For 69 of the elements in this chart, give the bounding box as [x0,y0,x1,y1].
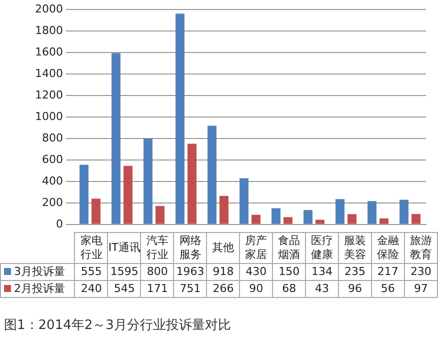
bar [112,53,120,224]
bar [368,201,376,224]
legend-label: 3月投诉量 [0,264,75,280]
bar [240,178,248,224]
x-tick-label: 汽车行业 [140,232,174,264]
bar [336,199,344,224]
data-label: 235 [338,264,372,280]
y-tick-label: 800 [42,131,63,144]
x-tick-label: 服装美容 [338,232,372,264]
bar [400,200,408,224]
data-label: 171 [140,280,174,298]
bar [144,138,152,224]
data-label: 1963 [174,264,207,280]
bar [348,214,356,224]
x-tick-label: 食品烟酒 [272,232,306,264]
bar [80,164,88,224]
data-label: 555 [74,264,108,280]
data-label: 430 [240,264,273,280]
bar [412,214,420,224]
bar [188,144,196,224]
y-tick-label: 1200 [35,88,63,102]
y-tick-label: 1400 [35,66,63,80]
data-label: 43 [306,280,339,298]
bar [156,206,164,224]
x-tick-label: 医疗健康 [306,232,339,264]
y-tick-label: 1600 [35,45,63,58]
data-label: 56 [371,280,404,298]
legend-label: 2月投诉量 [0,280,75,298]
y-tick-label: 2000 [35,2,63,16]
data-label: 751 [174,280,207,298]
bar [124,166,132,224]
data-label: 97 [404,280,438,298]
bar [176,14,184,224]
data-label: 266 [206,280,240,298]
data-label: 918 [206,264,240,280]
x-tick-label: 房产家居 [240,232,273,264]
x-tick-label: 网络服务 [174,232,207,264]
bar [284,217,292,224]
y-tick-label: 400 [42,174,63,188]
bar [316,220,324,224]
bar [208,126,216,224]
x-tick-label: IT通讯 [108,232,141,264]
bar [272,208,280,224]
x-tick-label: 其他 [206,232,240,264]
y-tick-label: 1000 [35,110,63,123]
y-tick-label: 0 [56,217,63,230]
data-label: 68 [272,280,306,298]
data-label: 240 [74,280,108,298]
bar [380,218,388,224]
caption: 图1：2014年2～3月分行业投诉量对比 [4,317,231,334]
bar [304,210,312,224]
x-tick-label: 家电行业 [74,232,108,264]
y-tick-label: 1800 [35,24,63,37]
data-label: 1595 [108,264,141,280]
data-label: 230 [404,264,438,280]
y-tick-label: 600 [42,152,63,166]
data-label: 800 [140,264,174,280]
data-label: 96 [338,280,372,298]
data-label: 90 [240,280,273,298]
bar [220,196,228,224]
data-label: 150 [272,264,306,280]
y-tick-label: 200 [42,196,63,209]
x-tick-label: 金融保险 [371,232,404,264]
data-label: 217 [371,264,404,280]
bar [252,214,260,224]
data-label: 545 [108,280,141,298]
x-tick-label: 旅游教育 [404,232,438,264]
bar [92,198,100,224]
data-label: 134 [306,264,339,280]
